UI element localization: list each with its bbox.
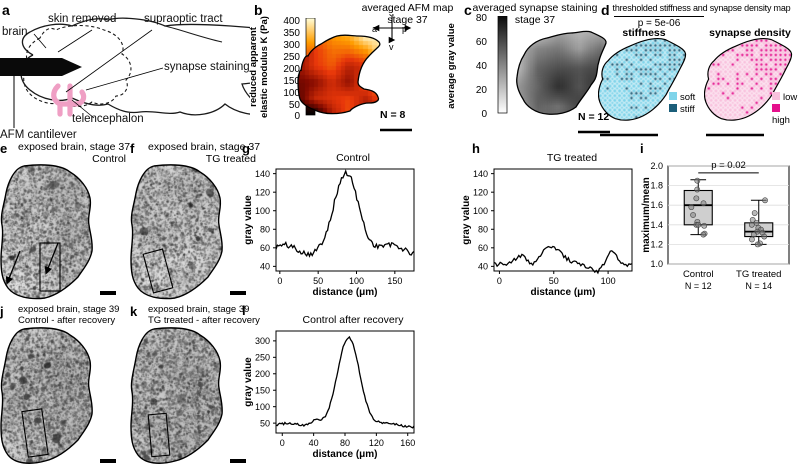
svg-text:0: 0 xyxy=(280,438,285,448)
svg-text:200: 200 xyxy=(255,369,270,379)
svg-text:N = 12: N = 12 xyxy=(685,281,712,291)
svg-text:d: d xyxy=(389,14,394,18)
svg-text:160: 160 xyxy=(400,438,415,448)
svg-text:N = 8: N = 8 xyxy=(380,109,406,121)
svg-text:a: a xyxy=(372,24,377,34)
svg-text:distance (μm): distance (μm) xyxy=(530,287,595,297)
svg-text:p: p xyxy=(402,24,407,34)
svg-text:80: 80 xyxy=(478,224,488,234)
svg-text:0: 0 xyxy=(277,276,282,286)
svg-text:p = 0.02: p = 0.02 xyxy=(711,160,746,171)
svg-text:50: 50 xyxy=(260,418,270,428)
svg-text:1.0: 1.0 xyxy=(650,259,663,269)
svg-text:TG treated: TG treated xyxy=(736,269,781,280)
svg-text:150: 150 xyxy=(387,276,402,286)
svg-text:gray value: gray value xyxy=(243,357,254,407)
svg-text:1.8: 1.8 xyxy=(650,181,663,191)
svg-text:120: 120 xyxy=(255,187,270,197)
svg-text:gray value: gray value xyxy=(461,195,472,245)
svg-text:60: 60 xyxy=(478,243,488,253)
svg-text:1.6: 1.6 xyxy=(650,200,663,210)
svg-text:140: 140 xyxy=(255,169,270,179)
svg-text:100: 100 xyxy=(473,206,488,216)
svg-text:80: 80 xyxy=(260,224,270,234)
svg-text:skin removed: skin removed xyxy=(48,13,116,25)
svg-text:1.4: 1.4 xyxy=(650,220,663,230)
svg-text:2.0: 2.0 xyxy=(650,161,663,171)
svg-text:50: 50 xyxy=(313,276,323,286)
svg-text:60: 60 xyxy=(260,243,270,253)
svg-text:120: 120 xyxy=(473,187,488,197)
svg-text:N = 14: N = 14 xyxy=(745,281,772,291)
svg-text:150: 150 xyxy=(255,385,270,395)
svg-text:40: 40 xyxy=(260,262,270,272)
svg-text:brain: brain xyxy=(2,26,28,38)
svg-text:80: 80 xyxy=(340,438,350,448)
svg-text:100: 100 xyxy=(255,402,270,412)
svg-text:average gray value: average gray value xyxy=(446,23,457,109)
svg-text:100: 100 xyxy=(349,276,364,286)
svg-text:250: 250 xyxy=(255,353,270,363)
svg-text:v: v xyxy=(389,42,394,50)
svg-text:supraoptic tract: supraoptic tract xyxy=(144,13,223,25)
svg-text:gray value: gray value xyxy=(243,195,254,245)
svg-text:100: 100 xyxy=(255,206,270,216)
svg-text:telencephalon: telencephalon xyxy=(72,113,144,125)
svg-text:1.2: 1.2 xyxy=(650,239,663,249)
svg-text:40: 40 xyxy=(309,438,319,448)
svg-text:140: 140 xyxy=(473,169,488,179)
svg-text:40: 40 xyxy=(478,262,488,272)
svg-text:AFM cantilever: AFM cantilever xyxy=(0,129,77,141)
svg-text:0: 0 xyxy=(497,276,502,286)
svg-text:Control: Control xyxy=(683,269,714,280)
svg-text:300: 300 xyxy=(255,336,270,346)
svg-text:100: 100 xyxy=(601,276,616,286)
svg-text:distance (μm): distance (μm) xyxy=(312,287,377,297)
svg-text:synapse staining: synapse staining xyxy=(164,61,250,73)
svg-text:50: 50 xyxy=(549,276,559,286)
svg-text:distance (μm): distance (μm) xyxy=(312,449,377,459)
svg-text:120: 120 xyxy=(369,438,384,448)
svg-text:maximum/mean: maximum/mean xyxy=(641,177,652,253)
